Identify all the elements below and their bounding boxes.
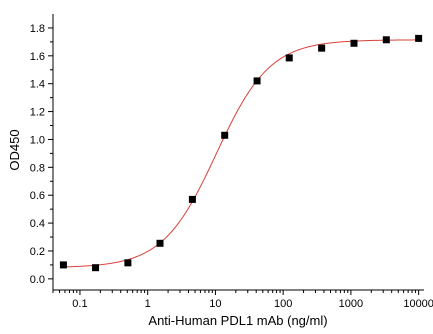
data-point bbox=[221, 131, 229, 139]
data-point bbox=[188, 195, 196, 203]
fit-curve bbox=[63, 39, 419, 268]
x-tick-label: 10 bbox=[209, 298, 221, 310]
data-point bbox=[59, 261, 67, 269]
x-tick-label: 1 bbox=[145, 298, 151, 310]
data-point bbox=[415, 34, 423, 42]
y-tick-label: 0.6 bbox=[30, 190, 45, 202]
y-tick-label: 0.4 bbox=[30, 218, 45, 230]
data-point bbox=[253, 77, 261, 85]
data-point bbox=[382, 36, 390, 44]
x-tick-label: 1000 bbox=[339, 298, 363, 310]
data-point bbox=[350, 39, 358, 47]
data-point bbox=[318, 44, 326, 52]
y-tick-label: 1.2 bbox=[30, 107, 45, 119]
y-tick-label: 0.8 bbox=[30, 162, 45, 174]
x-tick-label: 0.1 bbox=[72, 298, 87, 310]
data-point bbox=[285, 54, 293, 62]
y-tick-label: 1.4 bbox=[30, 79, 45, 91]
y-tick-label: 1.6 bbox=[30, 51, 45, 63]
y-axis-title: OD450 bbox=[7, 129, 22, 170]
y-tick-label: 1.8 bbox=[30, 23, 45, 35]
x-tick-label: 10000 bbox=[403, 298, 433, 310]
data-point bbox=[124, 259, 132, 267]
y-tick-label: 1.0 bbox=[30, 134, 45, 146]
y-tick-label: 0.0 bbox=[30, 274, 45, 286]
y-tick-label: 0.2 bbox=[30, 246, 45, 258]
x-axis-title: Anti-Human PDL1 mAb (ng/ml) bbox=[148, 313, 327, 328]
data-point bbox=[156, 239, 164, 247]
data-point bbox=[92, 264, 100, 272]
x-tick-label: 100 bbox=[274, 298, 292, 310]
